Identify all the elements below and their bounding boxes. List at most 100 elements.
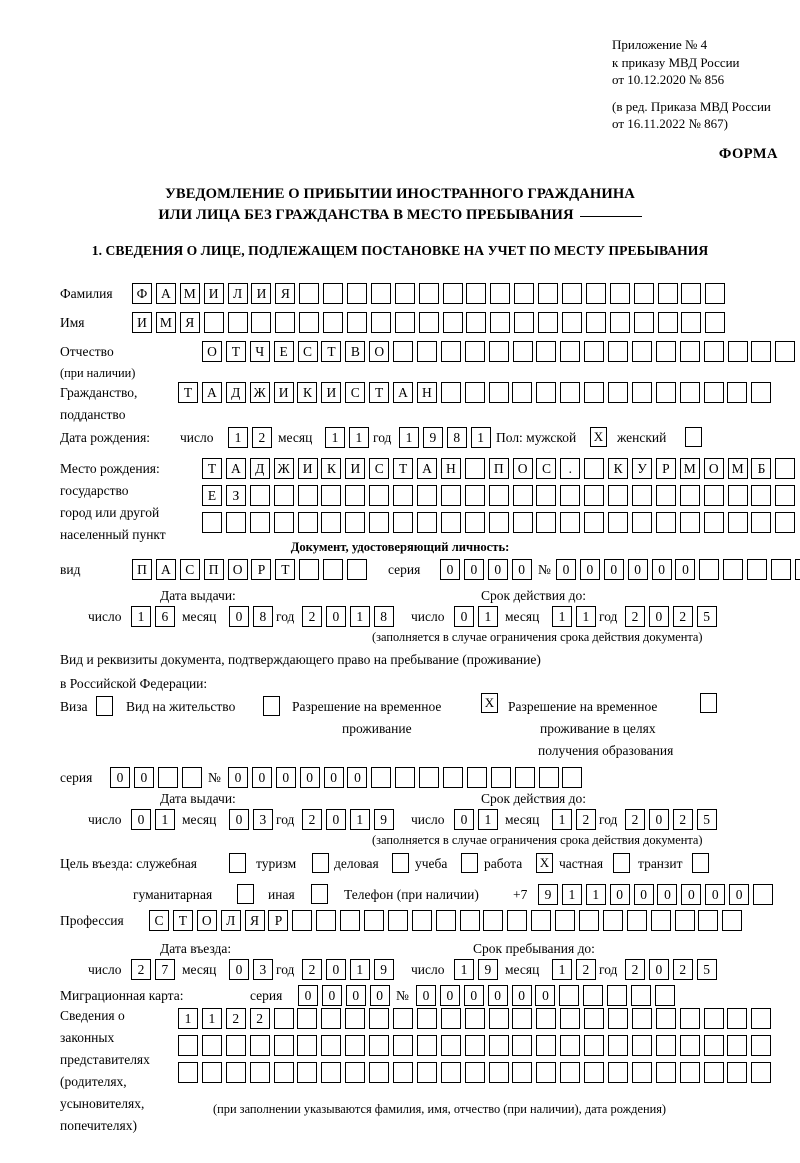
char-cell[interactable] [292, 910, 313, 931]
char-cell[interactable]: 1 [201, 1008, 222, 1029]
char-cell[interactable]: 8 [446, 427, 467, 448]
char-cell[interactable] [679, 485, 700, 506]
char-cell[interactable] [723, 559, 744, 580]
char-cell[interactable]: 0 [251, 767, 272, 788]
checkbox-purpose-official[interactable] [229, 853, 246, 873]
char-cell[interactable] [655, 341, 676, 362]
char-cell[interactable] [369, 1035, 390, 1056]
char-cell[interactable]: 0 [321, 985, 342, 1006]
char-cell[interactable] [393, 485, 414, 506]
char-cell[interactable] [395, 767, 416, 788]
char-cell[interactable]: 0 [651, 559, 672, 580]
char-cell[interactable]: 0 [556, 559, 576, 580]
char-cell[interactable] [225, 1062, 246, 1083]
char-cell[interactable] [512, 1008, 533, 1029]
char-cell[interactable] [703, 512, 724, 533]
char-cell[interactable]: И [273, 382, 294, 403]
char-cell[interactable] [299, 283, 320, 304]
char-cell[interactable]: В [345, 341, 366, 362]
char-cell[interactable] [249, 1035, 270, 1056]
char-cell[interactable] [536, 382, 557, 403]
char-cell[interactable]: 0 [511, 559, 532, 580]
char-cell[interactable]: 0 [454, 809, 474, 830]
char-cell[interactable] [679, 1008, 700, 1029]
char-cell[interactable] [488, 341, 509, 362]
char-cell[interactable]: 9 [538, 884, 558, 905]
checkbox-purpose-humanitarian[interactable] [237, 884, 254, 904]
char-cell[interactable]: 1 [561, 884, 582, 905]
char-cell[interactable] [416, 1035, 437, 1056]
char-cell[interactable] [631, 985, 652, 1006]
char-cell[interactable] [316, 910, 337, 931]
char-cell[interactable]: М [179, 283, 200, 304]
char-cell[interactable]: Б [751, 458, 772, 479]
char-cell[interactable]: 5 [696, 959, 717, 980]
char-cell[interactable] [249, 512, 270, 533]
char-cell[interactable]: И [203, 283, 224, 304]
char-cell[interactable] [655, 485, 676, 506]
checkbox-purpose-work[interactable]: X [536, 853, 553, 873]
char-cell[interactable] [674, 910, 695, 931]
char-cell[interactable] [514, 312, 535, 333]
char-cell[interactable] [679, 512, 700, 533]
char-cell[interactable] [347, 312, 368, 333]
char-cell[interactable] [419, 767, 440, 788]
char-cell[interactable] [273, 512, 294, 533]
char-cell[interactable]: Р [655, 458, 676, 479]
char-cell[interactable] [251, 312, 272, 333]
char-cell[interactable] [369, 485, 390, 506]
char-cell[interactable]: 0 [439, 985, 460, 1006]
char-cell[interactable] [584, 1008, 605, 1029]
checkbox-visa[interactable] [96, 696, 113, 716]
char-cell[interactable]: С [149, 910, 169, 931]
char-cell[interactable] [608, 1035, 629, 1056]
char-cell[interactable] [584, 1035, 605, 1056]
char-cell[interactable] [323, 559, 344, 580]
char-cell[interactable]: Ж [249, 382, 270, 403]
char-cell[interactable]: 0 [325, 606, 346, 627]
checkbox-temp-residence[interactable]: X [481, 693, 498, 713]
char-cell[interactable] [393, 1035, 414, 1056]
char-cell[interactable]: А [417, 458, 438, 479]
char-cell[interactable] [727, 1008, 748, 1029]
char-cell[interactable] [464, 512, 485, 533]
char-cell[interactable]: 2 [575, 809, 596, 830]
char-cell[interactable] [585, 312, 606, 333]
char-cell[interactable] [466, 312, 487, 333]
char-cell[interactable] [512, 341, 533, 362]
char-cell[interactable] [727, 512, 748, 533]
char-cell[interactable]: 0 [229, 809, 249, 830]
char-cell[interactable] [488, 1008, 509, 1029]
char-cell[interactable]: 1 [575, 606, 596, 627]
char-cell[interactable] [655, 1008, 676, 1029]
char-cell[interactable] [202, 512, 222, 533]
char-cell[interactable] [555, 910, 576, 931]
char-cell[interactable]: О [196, 910, 217, 931]
char-cell[interactable]: Ф [132, 283, 152, 304]
char-cell[interactable] [512, 1062, 533, 1083]
char-cell[interactable] [650, 910, 671, 931]
char-cell[interactable] [512, 512, 533, 533]
char-cell[interactable] [297, 1035, 318, 1056]
char-cell[interactable]: 2 [249, 1008, 270, 1029]
char-cell[interactable] [411, 910, 432, 931]
char-cell[interactable] [585, 283, 606, 304]
char-cell[interactable] [225, 1035, 246, 1056]
char-cell[interactable]: 0 [729, 884, 750, 905]
char-cell[interactable] [775, 458, 796, 479]
char-cell[interactable] [321, 1008, 342, 1029]
char-cell[interactable]: 2 [625, 959, 645, 980]
char-cell[interactable] [345, 1008, 366, 1029]
char-cell[interactable] [751, 1062, 772, 1083]
char-cell[interactable] [655, 1062, 676, 1083]
